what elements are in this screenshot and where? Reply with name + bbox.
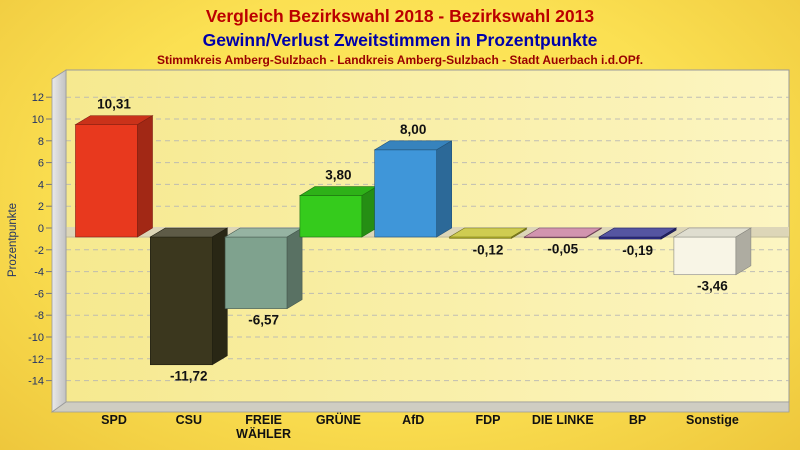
bar-front (673, 236, 737, 276)
value-label: 10,31 (97, 97, 131, 112)
y-tick-label: -4 (34, 267, 44, 279)
category-label: Sonstige (686, 413, 739, 427)
category-label: CSU (176, 413, 202, 427)
bar-side (212, 227, 228, 366)
bar-Sonstige (672, 227, 752, 276)
category-label: BP (629, 413, 646, 427)
y-tick-label: -8 (34, 310, 44, 322)
y-tick-label: -12 (28, 354, 44, 366)
bar-side (660, 227, 677, 240)
y-tick-label: 12 (32, 92, 44, 104)
bar-side (436, 140, 453, 238)
value-label: -11,72 (170, 369, 208, 384)
bar-front (224, 236, 288, 309)
y-tick-label: -14 (28, 376, 44, 388)
category-label: AfD (402, 413, 424, 427)
chart-region-line: Stimmkreis Amberg-Sulzbach - Landkreis A… (156, 53, 644, 67)
bar-CSU (149, 227, 229, 366)
value-label: 8,00 (400, 122, 426, 137)
y-tick-label: 2 (38, 201, 44, 213)
value-label: 3,80 (325, 168, 351, 183)
bar-SPD (74, 115, 154, 238)
bar-side (585, 227, 602, 239)
bar-front (299, 195, 363, 238)
value-label: -6,57 (248, 313, 279, 328)
bar-FREIE-WÄHLER (224, 227, 304, 310)
y-axis-title: Prozentpunkte (7, 203, 19, 277)
bar-front (75, 124, 138, 238)
y-tick-label: -2 (34, 245, 44, 257)
y-tick-label: -10 (28, 332, 44, 344)
category-label: GRÜNE (316, 412, 361, 427)
chart-subtitle: Gewinn/Verlust Zweitstimmen in Prozentpu… (202, 30, 598, 50)
value-label: -0,12 (473, 242, 504, 257)
y-tick-label: 0 (38, 223, 44, 235)
bar-DIE-LINKE (523, 227, 603, 239)
chart-title: Vergleich Bezirkswahl 2018 - Bezirkswahl… (205, 6, 595, 26)
category-label: DIE LINKE (532, 413, 594, 427)
value-label: -0,05 (547, 242, 578, 257)
value-label: -0,19 (622, 243, 653, 258)
bar-front (150, 236, 213, 366)
bar-GRÜNE (298, 186, 378, 238)
floor (50, 401, 790, 413)
category-label: FDP (476, 413, 501, 427)
category-label: FREIE WÄHLER (236, 413, 291, 441)
y-tick-label: -6 (34, 288, 44, 300)
bar-side (286, 227, 303, 310)
y-tick-label: 8 (38, 136, 44, 148)
y-tick-label: 6 (38, 158, 44, 170)
bar-front (374, 149, 438, 238)
bar-side (137, 115, 153, 238)
bar-side (735, 227, 752, 276)
y-tick-label: 4 (38, 179, 44, 191)
category-label: SPD (101, 413, 127, 427)
bar-FDP (448, 227, 528, 239)
bar-AfD (373, 140, 453, 238)
bar-side (511, 227, 527, 239)
y-tick-label: 10 (32, 114, 44, 126)
bar-front (598, 236, 662, 240)
bar-BP (598, 227, 678, 240)
value-label: -3,46 (697, 279, 728, 294)
chart-header: Vergleich Bezirkswahl 2018 - Bezirkswahl… (0, 0, 800, 68)
left-wall (51, 69, 67, 413)
